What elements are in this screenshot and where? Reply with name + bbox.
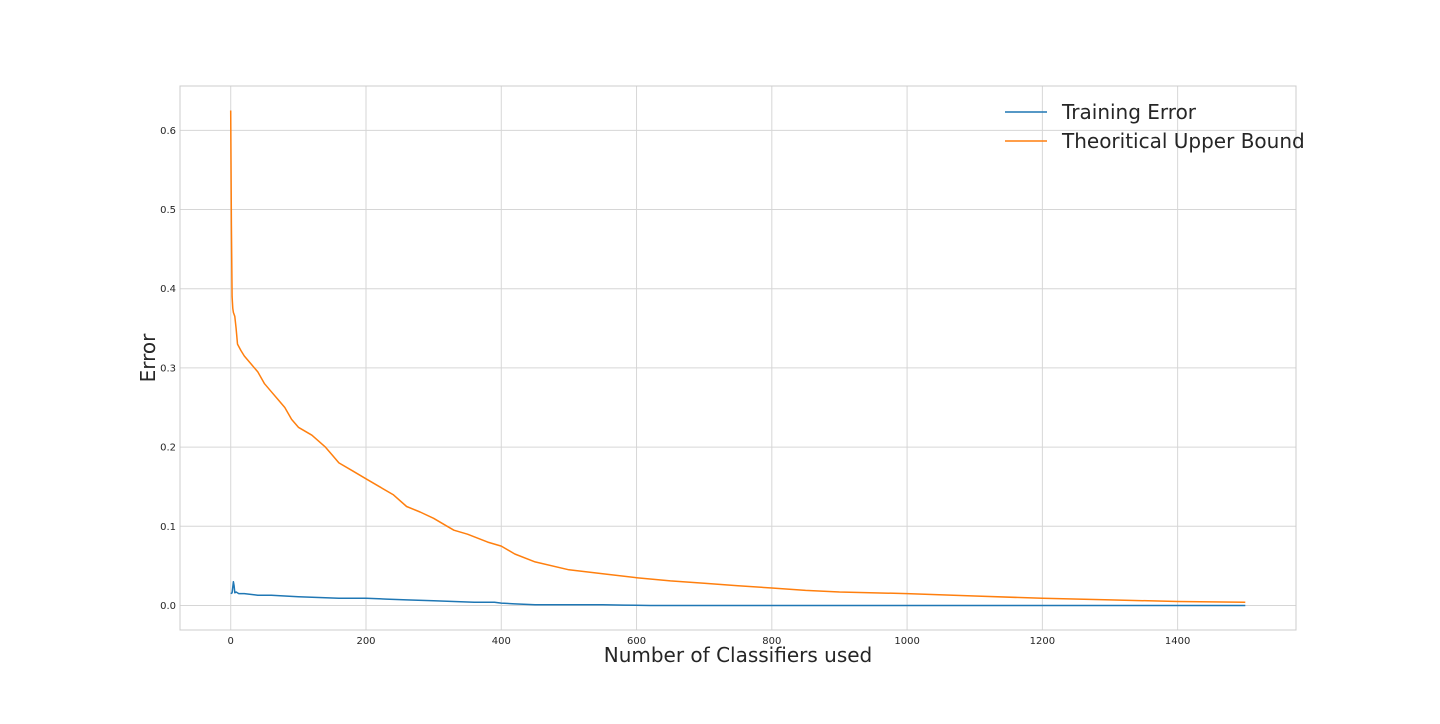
x-tick-label: 1200: [1030, 636, 1055, 647]
x-tick-label: 800: [762, 636, 781, 647]
y-tick-label: 0.5: [160, 205, 176, 216]
y-tick-label: 0.1: [160, 522, 176, 533]
x-tick-label: 600: [627, 636, 646, 647]
x-axis-label: Number of Classifiers used: [604, 643, 873, 667]
y-axis-ticks: 0.0 0.1 0.2 0.3 0.4 0.5 0.6: [160, 126, 176, 612]
series-line-training-error: [230, 580, 1246, 607]
series-line-theoritical-upper-bound: [229, 110, 1246, 604]
y-tick-label: 0.3: [160, 363, 176, 374]
y-tick-label: 0.2: [160, 443, 176, 454]
grid: [180, 86, 1296, 630]
x-tick-label: 1400: [1165, 636, 1190, 647]
series-lines: [229, 110, 1246, 607]
plot-frame: [179, 85, 1297, 631]
y-axis-label: Error: [136, 333, 160, 383]
y-tick-label: 0.0: [160, 601, 176, 612]
x-tick-label: 400: [492, 636, 511, 647]
legend-label: Training Error: [1061, 100, 1197, 124]
x-tick-label: 200: [356, 636, 375, 647]
legend: Training Error Theoritical Upper Bound: [1005, 100, 1305, 153]
y-tick-label: 0.6: [160, 126, 176, 137]
x-tick-label: 0: [228, 636, 234, 647]
y-tick-label: 0.4: [160, 284, 176, 295]
x-axis-ticks: 0 200 400 600 800 1000 1200 1400: [228, 636, 1191, 647]
x-tick-label: 1000: [894, 636, 919, 647]
legend-label: Theoritical Upper Bound: [1061, 129, 1305, 153]
